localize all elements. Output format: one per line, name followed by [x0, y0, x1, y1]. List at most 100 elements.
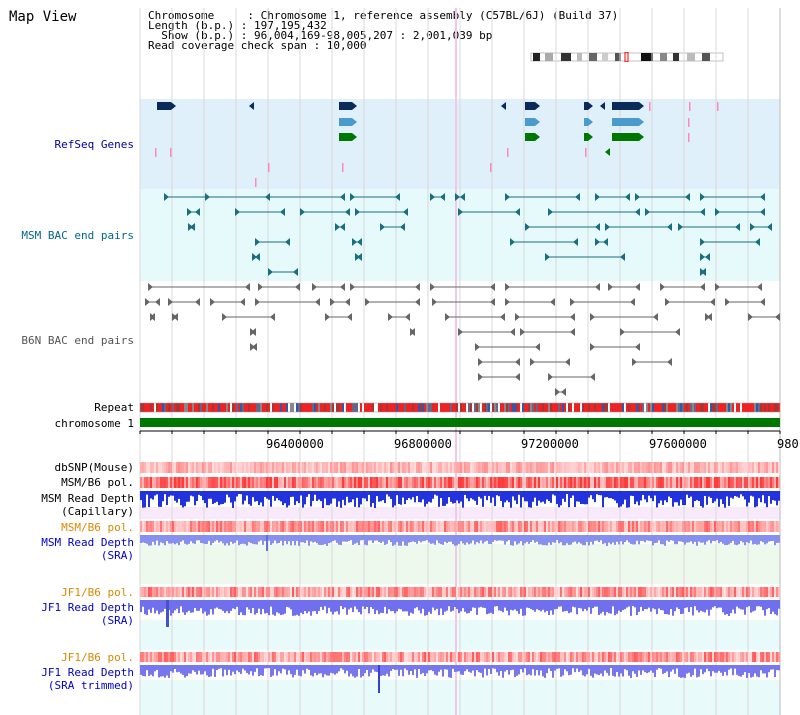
msm-b6-pol-heat: [446, 477, 448, 488]
jf1-sra-depth: [354, 600, 356, 607]
msm-b6-pol-heat: [250, 477, 252, 488]
msm-cap-depth: [546, 491, 548, 500]
msm-sra-depth: [268, 535, 270, 541]
jf1-sra-depth: [208, 600, 210, 615]
dbsnp-heat: [216, 462, 218, 473]
msm-cap-depth: [474, 491, 476, 501]
msm-cap-depth: [282, 491, 284, 506]
dbsnp-heat: [446, 462, 448, 473]
jf1-sra-depth: [356, 600, 358, 610]
dbsnp-heat: [354, 462, 356, 473]
jf1-b6-pol-heat: [674, 587, 676, 597]
jf1-b6-pol-heat: [628, 587, 630, 597]
jf1-trim-depth: [568, 665, 570, 676]
msm-b6-pol-heat-2: [644, 521, 646, 532]
msm-b6-pol-heat-2: [304, 521, 306, 532]
repeat-segment: [696, 403, 698, 412]
jf1-sra-depth: [272, 600, 274, 615]
dbsnp-heat: [164, 462, 166, 473]
msm-cap-depth: [596, 491, 598, 495]
repeat-segment: [310, 403, 312, 412]
msm-sra-depth: [248, 535, 250, 543]
jf1-b6-pol-heat: [722, 587, 724, 597]
chromosome-ideogram[interactable]: [527, 52, 727, 62]
dbsnp-heat: [230, 462, 232, 473]
dbsnp-heat: [282, 462, 284, 473]
jf1-b6-pol-heat-2: [766, 652, 768, 662]
msm-sra-depth: [492, 535, 494, 542]
dbsnp-heat: [292, 462, 294, 473]
msm-cap-depth: [750, 491, 752, 496]
repeat-segment: [724, 403, 726, 412]
jf1-b6-pol-heat-2: [290, 652, 292, 662]
jf1-sra-depth: [142, 600, 144, 607]
jf1-trim-depth: [200, 665, 202, 675]
msm-sra-depth: [320, 535, 322, 546]
msm-sra-depth: [682, 535, 684, 543]
jf1-b6-pol-heat: [614, 587, 616, 597]
msm-b6-pol-heat: [512, 477, 514, 488]
jf1-b6-pol-heat-2: [362, 652, 364, 662]
jf1-sra-depth: [294, 600, 296, 616]
jf1-b6-pol-heat: [178, 587, 180, 597]
repeat-segment: [386, 403, 388, 412]
jf1-b6-pol-heat: [328, 587, 330, 597]
msm-bac-pair-end: [595, 193, 600, 201]
dbsnp-heat: [774, 462, 776, 473]
jf1-trim-depth: [566, 665, 568, 672]
msm-bac-pair-end: [400, 223, 405, 231]
jf1-trim-depth: [316, 665, 318, 676]
jf1-b6-pol-heat: [638, 587, 640, 597]
jf1-b6-pol-heat-2: [742, 652, 744, 662]
msm-b6-pol-heat-2: [196, 521, 198, 532]
jf1-trim-depth: [482, 665, 484, 678]
msm-sra-depth: [652, 535, 654, 546]
jf1-sra-depth: [408, 600, 410, 616]
jf1-b6-pol-heat: [318, 587, 320, 597]
jf1-b6-pol-heat-2: [168, 652, 170, 662]
jf1-sra-depth: [160, 600, 162, 613]
msm-cap-depth: [236, 491, 238, 497]
msm-sra-depth: [380, 535, 382, 543]
msm-b6-pol-heat-2: [200, 521, 202, 532]
msm-cap-depth: [634, 491, 636, 505]
jf1-b6-pol-heat: [492, 587, 494, 597]
refseq-gene-arrow: [352, 102, 357, 110]
msm-cap-depth: [488, 491, 490, 496]
jf1-b6-pol-heat: [676, 587, 678, 597]
dbsnp-heat: [664, 462, 666, 473]
b6n-bac-pair-end: [725, 298, 730, 306]
msm-bac-pair-end: [701, 268, 706, 276]
dbsnp-heat: [766, 462, 768, 473]
jf1-b6-pol-heat-2: [446, 652, 448, 662]
msm-cap-depth: [754, 491, 756, 508]
repeat-segment: [224, 403, 226, 412]
jf1-b6-pol-heat-2: [548, 652, 550, 662]
jf1-trim-depth: [356, 665, 358, 677]
msm-sra-depth: [140, 535, 142, 544]
jf1-sra-depth: [228, 600, 230, 614]
jf1-b6-pol-heat-2: [256, 652, 258, 662]
msm-b6-pol-heat-2: [236, 521, 238, 532]
dbsnp-heat: [512, 462, 514, 473]
dbsnp-heat: [716, 462, 718, 473]
msm-sra-depth: [188, 535, 190, 544]
jf1-trim-depth: [642, 665, 644, 671]
msm-cap-depth: [210, 491, 212, 499]
dbsnp-heat: [488, 462, 490, 473]
msm-sra-depth: [462, 535, 464, 544]
jf1-b6-pol-heat: [666, 587, 668, 597]
jf1-sra-depth: [674, 600, 676, 612]
msm-cap-depth: [298, 491, 300, 504]
msm-b6-pol-heat: [628, 477, 630, 488]
jf1-b6-pol-heat: [140, 587, 142, 597]
msm-b6-pol-heat: [346, 477, 348, 488]
jf1-sra-depth: [678, 600, 680, 610]
b6n-bac-pair-end: [252, 343, 257, 351]
jf1-trim-depth: [670, 665, 672, 672]
msm-b6-pol-heat-2: [624, 521, 626, 532]
jf1-trim-depth: [764, 665, 766, 674]
jf1-sra-depth: [694, 600, 696, 607]
jf1-trim-depth: [522, 665, 524, 673]
